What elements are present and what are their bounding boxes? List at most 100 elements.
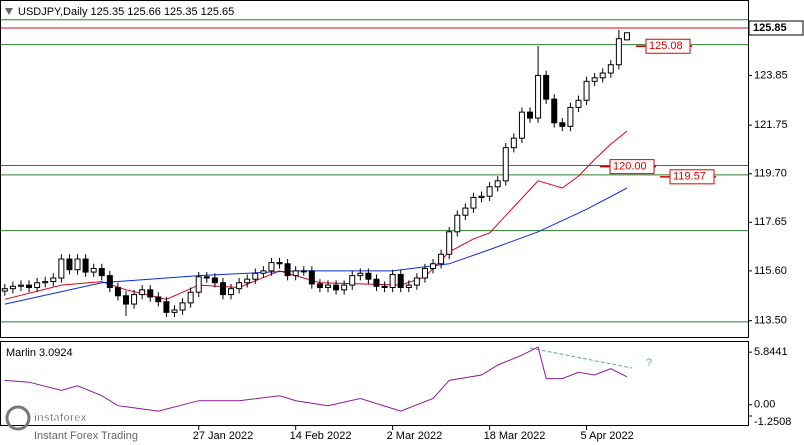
candle-body xyxy=(195,276,202,293)
x-tick-label: 27 Jan 2022 xyxy=(193,430,254,442)
candle-body xyxy=(147,289,154,298)
candle-body xyxy=(268,262,275,272)
candle-body xyxy=(58,258,65,279)
candle-body xyxy=(26,284,33,288)
candle-body xyxy=(575,99,582,108)
candle-body xyxy=(316,283,323,288)
candle-body xyxy=(333,284,340,291)
candle-body xyxy=(494,180,501,188)
candle-body xyxy=(284,263,291,277)
candle-body xyxy=(34,282,41,288)
candle-body xyxy=(502,147,509,182)
price-tag: 120.00 xyxy=(613,161,647,173)
x-tick-label: 14 Feb 2022 xyxy=(290,430,352,442)
candle-body xyxy=(478,195,485,198)
candle-body xyxy=(211,277,218,284)
candle-body xyxy=(389,273,396,288)
candle-body xyxy=(381,285,388,288)
candle-body xyxy=(228,288,235,296)
candle-body xyxy=(615,38,622,66)
price-tag-box xyxy=(669,169,715,185)
x-tick-label: 18 Mar 2022 xyxy=(484,430,546,442)
logo-text: instaforex xyxy=(34,412,87,424)
candle-body xyxy=(510,137,517,149)
price-label-box xyxy=(748,20,804,36)
candle-body xyxy=(9,285,16,290)
candle-body xyxy=(559,122,566,127)
candle-body xyxy=(454,214,461,233)
candle-body xyxy=(591,77,598,82)
candle-body xyxy=(308,270,315,285)
candle-body xyxy=(163,301,170,313)
candle-body xyxy=(106,275,113,288)
y-tick-label: 117.65 xyxy=(754,216,787,228)
moving-average xyxy=(4,187,628,305)
candle-body xyxy=(341,284,348,291)
candle-body xyxy=(292,270,299,277)
candle-body xyxy=(203,276,210,279)
candle-body xyxy=(430,263,437,270)
candle-body xyxy=(535,74,542,119)
candle-body xyxy=(171,309,178,313)
candle-body xyxy=(325,284,331,288)
candle-body xyxy=(50,277,57,283)
candle-body xyxy=(397,273,404,288)
price-tag: 125.08 xyxy=(649,40,683,52)
candle-body xyxy=(114,286,121,297)
candle-body xyxy=(74,258,81,271)
candle-body xyxy=(470,196,477,209)
candle-body xyxy=(438,253,445,265)
candle-body xyxy=(599,72,606,79)
candle-body xyxy=(543,74,550,100)
candle-body xyxy=(527,111,533,119)
trend-line xyxy=(529,347,633,369)
logo-tagline: Instant Forex Trading xyxy=(34,430,138,442)
candle-body xyxy=(607,64,614,74)
candle-body xyxy=(179,302,186,311)
candle-body xyxy=(244,278,251,284)
candle-body xyxy=(373,278,380,287)
indicator-tick-label: -1.2508 xyxy=(754,416,791,428)
chart-title: USDJPY,Daily 125.35 125.66 125.35 125.65 xyxy=(18,6,234,18)
indicator-title: Marlin 3.0924 xyxy=(6,347,73,359)
candle-body xyxy=(551,98,558,124)
candle-body xyxy=(98,268,105,277)
logo-icon xyxy=(5,405,31,431)
candle-body xyxy=(82,258,89,273)
candle-body xyxy=(155,296,162,303)
candle-body xyxy=(42,281,49,284)
candle-body xyxy=(462,207,469,216)
price-tag-box xyxy=(645,38,691,54)
candle-body xyxy=(139,289,146,296)
candle-body xyxy=(66,258,73,271)
candle-body xyxy=(486,186,493,197)
logo: instaforex Instant Forex Trading xyxy=(5,405,138,442)
indicator-frame xyxy=(0,341,749,426)
main-frame xyxy=(0,0,749,338)
candle-body xyxy=(276,262,283,265)
candle-body xyxy=(260,270,267,274)
moving-average xyxy=(4,130,628,300)
candle-body xyxy=(123,295,129,305)
y-tick-label: 113.50 xyxy=(754,315,787,327)
candle-body xyxy=(583,80,590,101)
candle-body xyxy=(421,268,428,279)
candle-body xyxy=(17,284,24,287)
candle-body xyxy=(623,32,630,41)
indicator-line xyxy=(4,346,628,412)
x-tick-label: 5 Apr 2022 xyxy=(581,430,634,442)
y-tick-label: 115.60 xyxy=(754,265,787,277)
candle-body xyxy=(413,277,420,286)
candle-body xyxy=(518,111,525,139)
candle-body xyxy=(300,270,307,273)
price-label: 125.85 xyxy=(753,22,787,34)
y-tick-label: 121.75 xyxy=(754,119,788,131)
candle-body xyxy=(446,231,453,255)
indicator-tick-label: 5.8441 xyxy=(754,346,788,358)
candle-body xyxy=(365,272,372,280)
candle-body xyxy=(131,294,138,305)
candle-body xyxy=(236,282,243,290)
candle-body xyxy=(187,291,194,304)
price-tag: 119.57 xyxy=(673,171,706,183)
